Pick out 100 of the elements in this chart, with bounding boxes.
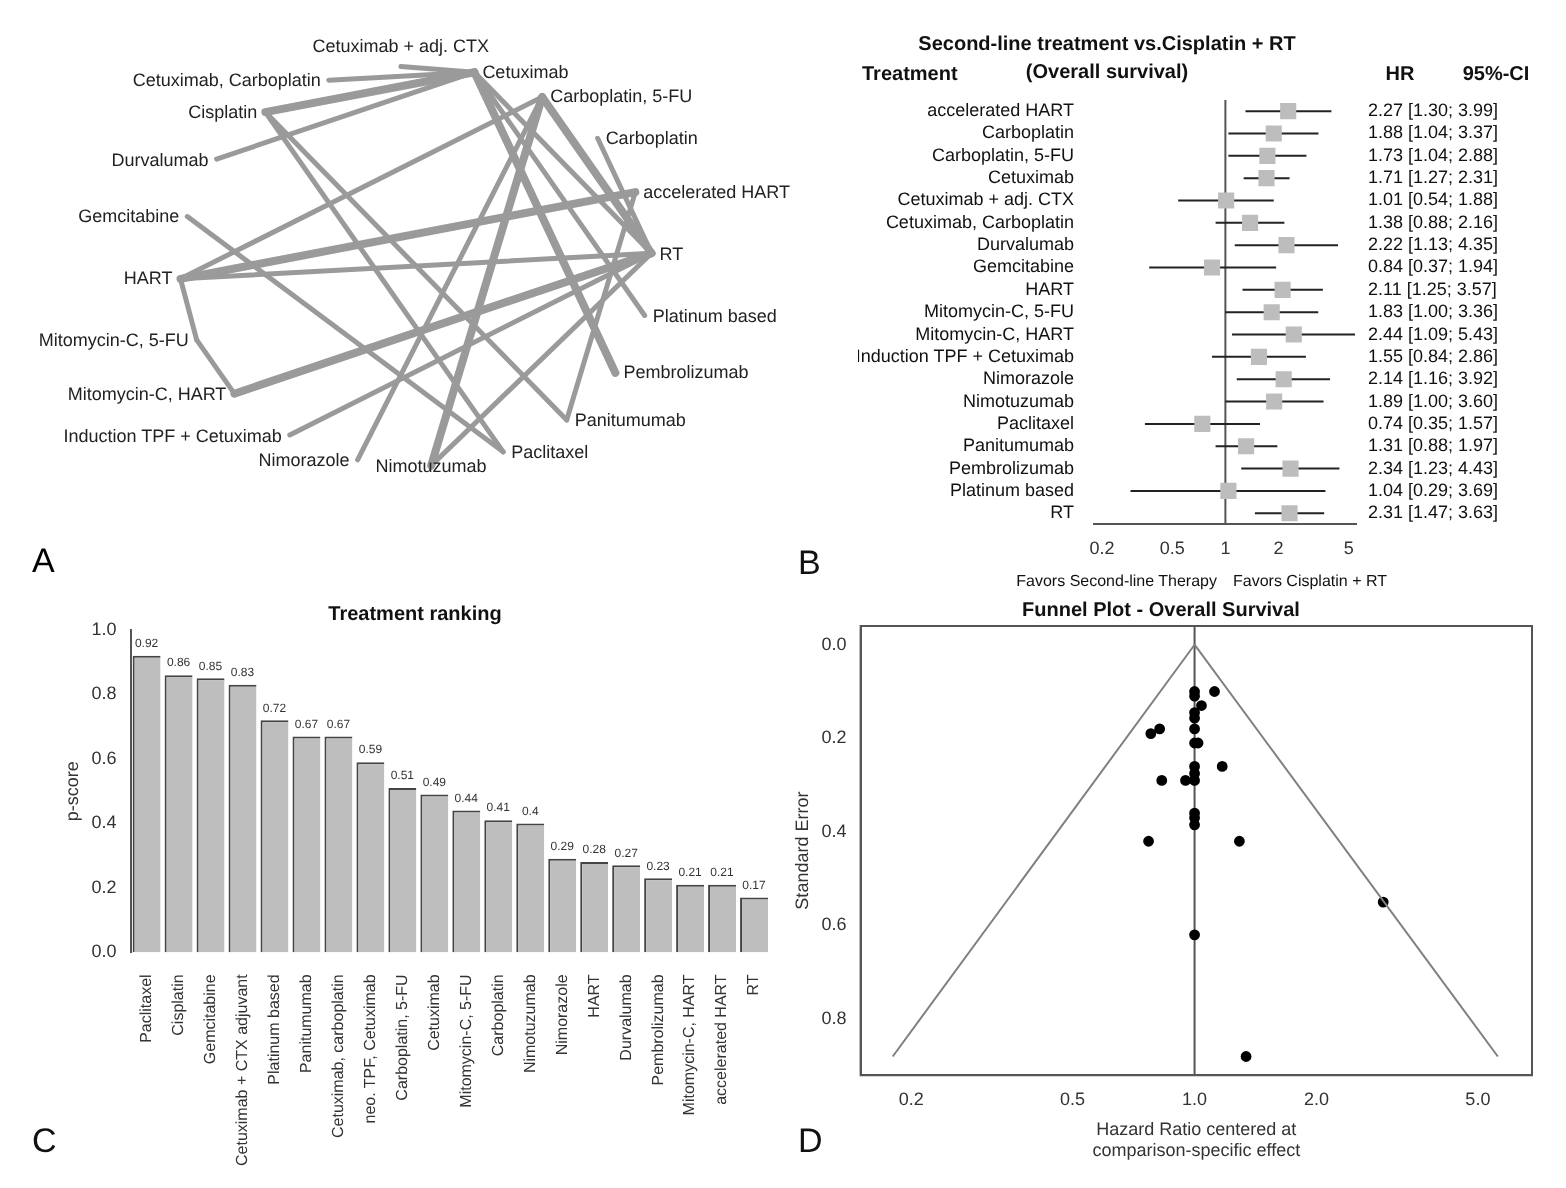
x-axis-title: Hazard Ratio centered at comparison-specific effect — [1092, 1118, 1302, 1161]
data-label: 2.34 [1.23; 4.43] — [1368, 457, 1499, 478]
y-tick-label: Nimotuzumab — [962, 390, 1074, 411]
x-tick-label: 2.0 — [1304, 1088, 1330, 1109]
chart-title: Second-line treatment vs.Cisplatin + RT — [918, 33, 1296, 56]
x-tick-label: 0.5 — [1159, 538, 1185, 559]
text: B — [798, 544, 821, 582]
category-label: Panitumumab — [574, 407, 686, 432]
x-tick-label: Cetuximab, carboplatin — [328, 974, 347, 1139]
x-tick-label: RT — [744, 974, 763, 996]
y-tick-label: Mitomycin-C, 5-FU — [923, 301, 1074, 322]
y-tick-label: 1.0 — [91, 618, 117, 639]
data-label: 1.04 [0.29; 3.69] — [1368, 479, 1499, 500]
category-label: Paclitaxel — [511, 439, 589, 464]
category-label: Cetuximab — [482, 60, 569, 85]
text: C — [32, 1122, 57, 1160]
text: 95%-CI — [1462, 64, 1530, 86]
category-label: accelerated HART — [643, 180, 791, 205]
y-tick-label: Paclitaxel — [996, 412, 1074, 433]
y-axis-title: Standard Error — [791, 791, 812, 910]
text: Treatment — [862, 64, 959, 86]
category-label: Cetuximab, Carboplatin — [132, 68, 321, 93]
y-tick-label: Nimorazole — [982, 368, 1074, 389]
x-tick-label: Carboplatin, 5-FU — [392, 973, 411, 1101]
y-tick-label: RT — [1050, 502, 1075, 523]
y-tick-label: 0.0 — [821, 633, 847, 654]
data-label: 2.22 [1.13; 4.35] — [1368, 234, 1499, 255]
x-tick-label: Platinum based — [264, 974, 283, 1085]
y-tick-label: Pembrolizumab — [948, 457, 1074, 478]
x-tick-label: 1.0 — [1182, 1088, 1208, 1109]
data-label: 0.84 [0.37; 1.94] — [1368, 256, 1499, 277]
x-tick-label: Mitomycin-C, 5-FU — [456, 973, 475, 1108]
x-tick-label: 1 — [1220, 538, 1231, 559]
category-label: Durvalumab — [111, 147, 209, 172]
category-label: Cisplatin — [188, 100, 258, 125]
data-label: 2.31 [1.47; 3.63] — [1368, 502, 1499, 523]
data-label: 1.38 [0.88; 2.16] — [1368, 211, 1499, 232]
data-label: 2.27 [1.30; 3.99] — [1368, 100, 1499, 121]
y-tick-label: Platinum based — [949, 479, 1074, 500]
category-label: Induction TPF + Cetuximab — [63, 423, 282, 447]
category-label: Carboplatin — [605, 126, 698, 151]
x-tick-label: 5 — [1343, 538, 1354, 559]
data-label: 1.31 [0.88; 1.97] — [1368, 435, 1499, 456]
x-tick-label: Gemcitabine — [200, 973, 219, 1065]
x-tick-label: Cisplatin — [168, 974, 187, 1036]
category-label: Mitomycin-C, HART — [67, 381, 227, 406]
category-label: Platinum based — [652, 303, 777, 328]
y-tick-label: Induction TPF + Cetuximab — [855, 345, 1074, 366]
y-tick-label: Cetuximab — [987, 167, 1074, 188]
y-tick-label: Carboplatin, 5-FU — [931, 144, 1074, 165]
y-tick-label: 0.4 — [821, 820, 847, 841]
x-tick-label: Durvalumab — [616, 973, 635, 1061]
chart-title: Funnel Plot - Overall Survival — [1022, 599, 1301, 622]
y-tick-label: HART — [1025, 278, 1075, 299]
data-label: 1.73 [1.04; 2.88] — [1368, 144, 1499, 165]
x-tick-label: Pembrolizumab — [648, 973, 667, 1086]
x-tick-label: Nimotuzumab — [520, 973, 539, 1074]
data-label: 1.71 [1.27; 2.31] — [1368, 167, 1499, 188]
data-label: 2.14 [1.16; 3.92] — [1368, 368, 1499, 389]
y-tick-label: 0.4 — [91, 812, 117, 833]
y-tick-label: Gemcitabine — [972, 256, 1074, 277]
data-label: 1.88 [1.04; 3.37] — [1368, 122, 1499, 143]
x-tick-label: Mitomycin-C, HART — [680, 974, 699, 1116]
x-tick-label: Panitumumab — [296, 973, 315, 1074]
x-tick-label: neo. TPF, Cetuximab — [360, 973, 379, 1124]
y-tick-label: 0.6 — [91, 747, 117, 768]
text: D — [798, 1122, 823, 1160]
category-label: Cetuximab + adj. CTX — [310, 34, 492, 59]
y-tick-label: 0.2 — [91, 876, 117, 897]
x-tick-label: 5.0 — [1465, 1088, 1491, 1109]
text: Favors Cisplatin + RT — [1233, 572, 1388, 590]
text: Favors Second-line Therapy — [1016, 572, 1217, 590]
data-label: 1.55 [0.84; 2.86] — [1368, 345, 1499, 366]
category-label: Carboplatin, 5-FU — [550, 84, 693, 109]
category-label: Nimotuzumab — [375, 455, 487, 476]
y-tick-label: Durvalumab — [976, 234, 1074, 255]
data-label: 0.74 [0.35; 1.57] — [1368, 412, 1499, 433]
y-tick-label: 0.2 — [821, 727, 847, 748]
text: A — [32, 542, 55, 582]
y-tick-label: Cetuximab + adj. CTX — [897, 189, 1074, 210]
y-tick-label: 0.8 — [91, 683, 117, 704]
x-tick-label: Nimorazole — [552, 973, 571, 1056]
category-label: Nimorazole — [258, 447, 350, 472]
y-tick-label: 0.6 — [821, 914, 847, 935]
y-axis-title: p-score — [61, 761, 82, 822]
text: HR — [1385, 64, 1416, 86]
y-tick-label: Carboplatin — [981, 122, 1074, 143]
category-label: RT — [659, 241, 684, 266]
x-tick-label: 0.5 — [1060, 1088, 1086, 1109]
x-tick-label: Carboplatin — [488, 974, 507, 1057]
data-label: 1.01 [0.54; 1.88] — [1368, 189, 1499, 210]
x-tick-label: Cetuximab — [424, 973, 443, 1051]
y-tick-label: 0.0 — [91, 941, 117, 962]
x-tick-label: 0.2 — [898, 1088, 924, 1109]
x-tick-label: accelerated HART — [712, 974, 731, 1105]
data-label: 2.44 [1.09; 5.43] — [1368, 323, 1499, 344]
x-tick-label: HART — [584, 974, 603, 1018]
category-label: HART — [123, 266, 173, 291]
y-tick-label: Panitumumab — [962, 435, 1074, 456]
y-tick-label: Mitomycin-C, HART — [915, 323, 1075, 344]
